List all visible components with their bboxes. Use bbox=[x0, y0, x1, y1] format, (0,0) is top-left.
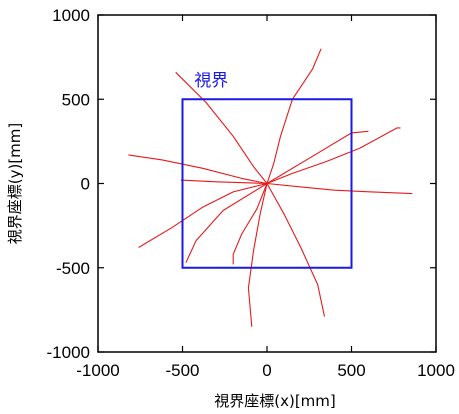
trajectory-line-5 bbox=[266, 182, 413, 195]
x-tick-label: 0 bbox=[262, 361, 271, 380]
trajectory-line-9 bbox=[232, 183, 268, 265]
y-tick-label: 0 bbox=[81, 175, 90, 194]
trajectory-line-2 bbox=[175, 71, 268, 184]
plot-data-layer bbox=[128, 48, 413, 327]
y-tick-label: -500 bbox=[56, 259, 90, 278]
y-axis-title: 視界座標(y)[mm] bbox=[6, 123, 24, 245]
x-tick-label: 500 bbox=[337, 361, 365, 380]
trajectory-line-3 bbox=[266, 127, 401, 185]
x-tick-label: -1000 bbox=[76, 361, 119, 380]
y-tick-label: -1000 bbox=[47, 343, 90, 362]
trajectory-line-8 bbox=[247, 183, 268, 327]
trajectory-line-10 bbox=[266, 130, 369, 184]
trajectory-line-11 bbox=[180, 179, 268, 185]
trajectory-line-6 bbox=[138, 182, 268, 248]
trajectory-line-1 bbox=[266, 48, 322, 184]
x-tick-label: -500 bbox=[165, 361, 199, 380]
y-tick-label: 500 bbox=[62, 90, 90, 109]
trajectory-line-7 bbox=[266, 183, 326, 317]
x-tick-label: 1000 bbox=[417, 361, 455, 380]
field-of-view-label: 視界 bbox=[194, 71, 228, 91]
x-axis-title: 視界座標(x)[mm] bbox=[214, 392, 336, 410]
trajectory-line-4 bbox=[128, 154, 268, 185]
field-of-view-rect bbox=[181, 98, 353, 269]
trajectory-line-12 bbox=[185, 183, 268, 263]
y-tick-label: 1000 bbox=[52, 6, 90, 25]
axis-ticks-layer: -1000 -500 0 500 1000 -1000 -500 0 500 1000 bbox=[47, 6, 455, 380]
